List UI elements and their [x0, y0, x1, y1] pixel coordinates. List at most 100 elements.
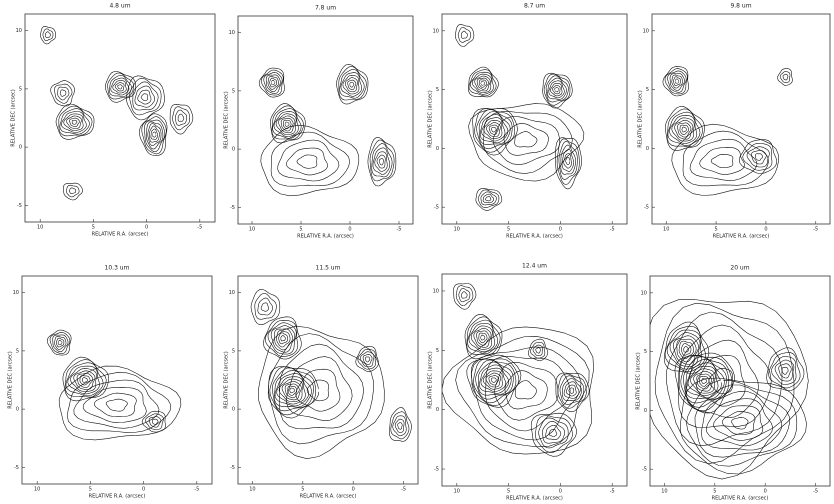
y-tick-label: 10 — [643, 28, 649, 34]
y-tick-label: -5 — [642, 467, 647, 473]
x-tick-label: 10 — [454, 227, 460, 233]
source-peak — [380, 160, 383, 163]
x-tick-label: 5 — [507, 227, 510, 233]
x-tick-label: -5 — [401, 487, 406, 493]
contour-map — [259, 64, 396, 196]
source-peak — [481, 82, 484, 85]
y-tick-label: 5 — [16, 348, 19, 354]
y-axis-label: RELATIVE DEC (arcsec) — [428, 351, 434, 408]
x-tick-label: 0 — [145, 225, 148, 231]
x-tick-label: 0 — [142, 487, 145, 493]
x-tick-label: 5 — [301, 487, 304, 493]
panel-title: 11.5 um — [316, 265, 341, 272]
y-axis-label: RELATIVE DEC (arcsec) — [224, 91, 230, 148]
y-tick-label: -5 — [230, 205, 235, 211]
source-peak — [153, 133, 156, 136]
contour — [711, 154, 733, 167]
x-tick-label: 0 — [352, 487, 355, 493]
y-tick-label: 0 — [436, 407, 439, 413]
x-tick-label: -5 — [397, 227, 402, 233]
x-tick-label: 10 — [34, 487, 40, 493]
contour — [398, 423, 403, 430]
contour — [536, 348, 541, 353]
source-peak — [115, 403, 118, 406]
x-tick-label: 0 — [559, 227, 562, 233]
y-axis-label: RELATIVE DEC (arcsec) — [636, 352, 642, 409]
x-tick-label: 5 — [89, 487, 92, 493]
source-peak — [566, 159, 569, 162]
y-tick-label: 0 — [646, 146, 649, 152]
contour — [504, 123, 548, 155]
x-tick-label: -5 — [610, 489, 615, 495]
panel-title: 20 um — [730, 265, 749, 272]
source-peak — [143, 96, 146, 99]
source-peak — [524, 389, 527, 392]
frame — [238, 16, 413, 224]
y-tick-label: 0 — [644, 408, 647, 414]
y-tick-label: 0 — [436, 146, 439, 152]
y-axis-label: RELATIVE DEC (arcsec) — [428, 90, 434, 147]
contour — [778, 69, 793, 86]
x-axis-label: RELATIVE R.A. (arcsec) — [89, 494, 146, 500]
x-axis-label: RELATIVE R.A. (arcsec) — [712, 496, 769, 502]
y-axis-label: RELATIVE DEC (arcsec) — [11, 89, 17, 146]
contour — [783, 74, 788, 80]
panel: 4.8 um1050-51050-5RELATIVE R.A. (arcsec)… — [11, 3, 216, 238]
panel: 12.4 um1050-51050-5RELATIVE R.A. (arcsec… — [428, 263, 628, 502]
x-tick-label: -5 — [813, 489, 818, 495]
contour — [54, 84, 72, 103]
y-tick-label: -5 — [644, 205, 649, 211]
contour-map — [47, 330, 181, 440]
y-tick-label: 10 — [16, 28, 22, 34]
panel-title: 12.4 um — [522, 263, 547, 270]
y-tick-label: 0 — [232, 147, 235, 153]
contour — [286, 148, 327, 175]
source-peak — [83, 378, 86, 381]
y-axis-label: RELATIVE DEC (arcsec) — [8, 351, 14, 408]
source-peak — [58, 341, 61, 344]
contour — [483, 194, 494, 203]
source-peak — [350, 83, 353, 86]
contour — [469, 104, 584, 182]
x-tick-label: 0 — [559, 489, 562, 495]
x-tick-label: 0 — [764, 489, 767, 495]
panel-title: 7.8 um — [315, 5, 336, 12]
source-peak — [271, 81, 274, 84]
panel: 10.3 um1050-51050-5RELATIVE R.A. (arcsec… — [8, 265, 213, 500]
contour — [366, 357, 370, 362]
panel-title: 4.8 um — [109, 3, 130, 10]
y-tick-label: 0 — [232, 407, 235, 413]
panel: 8.7 um1050-51050-5RELATIVE R.A. (arcsec)… — [428, 3, 628, 240]
x-tick-label: 0 — [348, 227, 351, 233]
source-peak — [317, 389, 320, 392]
x-tick-label: 5 — [299, 227, 302, 233]
x-tick-label: 10 — [663, 227, 669, 233]
contour — [83, 387, 146, 422]
contour-map — [646, 300, 809, 480]
contour — [486, 197, 491, 201]
frame — [22, 276, 212, 484]
y-tick-label: 5 — [644, 349, 647, 355]
x-tick-label: -5 — [197, 225, 202, 231]
source-peak — [118, 85, 121, 88]
source-peak — [492, 378, 495, 381]
y-tick-label: 10 — [641, 290, 647, 296]
x-tick-label: 10 — [661, 489, 667, 495]
contour — [60, 90, 66, 97]
panel-title: 9.8 um — [730, 3, 751, 10]
y-axis-label: RELATIVE DEC (arcsec) — [224, 351, 230, 408]
panel-title: 10.3 um — [105, 265, 130, 272]
x-tick-label: -5 — [813, 227, 818, 233]
contour — [258, 298, 273, 315]
x-tick-label: 10 — [249, 227, 255, 233]
y-tick-label: -5 — [230, 465, 235, 471]
source-peak — [720, 379, 723, 382]
x-tick-label: 5 — [507, 489, 510, 495]
contour — [94, 393, 136, 417]
y-tick-label: 5 — [646, 87, 649, 93]
contour — [393, 416, 407, 436]
y-tick-label: -5 — [434, 205, 439, 211]
y-tick-label: 5 — [436, 348, 439, 354]
contour — [43, 29, 53, 41]
y-tick-label: -5 — [14, 465, 19, 471]
